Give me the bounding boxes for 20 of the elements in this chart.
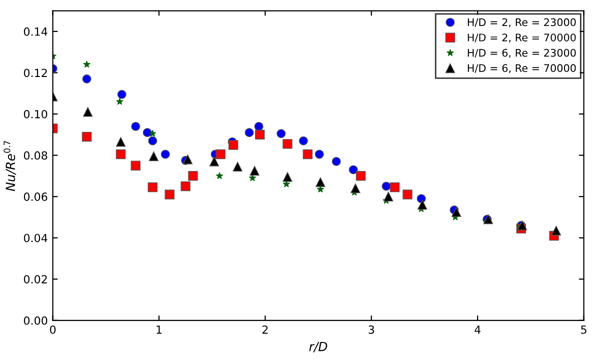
x-tick-label: 5 [581, 326, 586, 334]
y-tick-label: 0.14 [24, 27, 48, 36]
y-tick-label: 0.02 [24, 275, 47, 284]
x-axis-title: r/D [309, 342, 328, 352]
y-tick-label: 0.00 [24, 316, 48, 325]
y-tick-label: 0.10 [24, 110, 48, 118]
legend-label: H/D = 6, Re = 23000 [468, 48, 576, 58]
y-tick-label: 0.12 [24, 68, 47, 78]
y-axis-title: Nu/Re$^{0.7}$ [4, 140, 16, 192]
x-tick-label: 3 [368, 325, 374, 334]
legend-label: H/D = 2, Re = 23000 [468, 18, 576, 28]
x-tick-label: 0 [50, 325, 56, 334]
x-tick-label: 1 [156, 326, 162, 334]
x-tick-label: 4 [474, 326, 481, 334]
x-tick-label: 2 [262, 325, 268, 334]
y-tick-label: 0.06 [24, 192, 48, 201]
legend-label: H/D = 2, Re = 70000 [468, 34, 576, 43]
legend-label: H/D = 6, Re = 70000 [468, 64, 576, 74]
y-tick-label: 0.08 [24, 151, 48, 160]
y-tick-label: 0.04 [24, 234, 48, 242]
